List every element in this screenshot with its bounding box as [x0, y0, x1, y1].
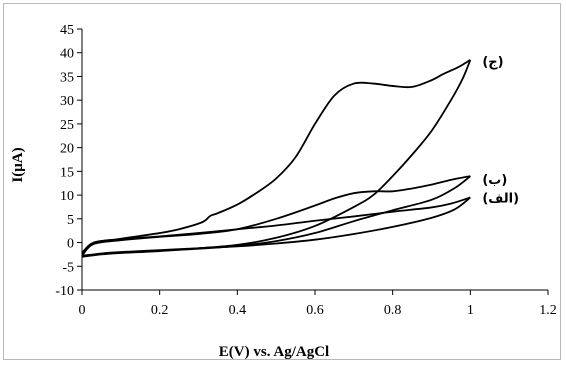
y-tick-label: 35 [60, 70, 74, 85]
x-tick-label: 1.2 [539, 303, 557, 318]
y-tick-label: 25 [60, 118, 74, 133]
y-tick-label: -5 [62, 260, 74, 275]
x-tick-label: 0.2 [151, 303, 169, 318]
y-tick-label: 15 [60, 165, 74, 180]
x-axis-title: E(V) vs. Ag/AgCl [219, 344, 329, 360]
series-2-label: (ب) [482, 173, 507, 188]
y-tick-label: 0 [67, 237, 74, 252]
y-tick-label: 5 [67, 213, 74, 228]
y-tick-label: 20 [60, 142, 74, 157]
x-tick-label: 1 [467, 303, 474, 318]
series-1-label: (الف) [482, 191, 519, 206]
y-tick-label: -10 [55, 284, 74, 299]
series-3-label: (ج) [482, 55, 503, 70]
x-tick-label: 0.4 [229, 303, 247, 318]
series-3-forward-scan [81, 59, 472, 258]
x-tick-label: 0.8 [384, 303, 402, 318]
curve-labels-group: (الف) (ب) (ج) [482, 55, 519, 207]
y-tick-label: 40 [60, 47, 74, 62]
chart-frame [3, 3, 561, 360]
tick-labels-group: -10 -5 0 5 10 15 20 25 30 35 40 45 0 0.2 0.4 0.6 0.8 1 1.2 [55, 23, 556, 318]
y-tick-label: 45 [60, 23, 74, 38]
series-2-reverse-scan [81, 175, 471, 256]
axes-group [77, 28, 549, 295]
series-3-reverse-scan [81, 59, 471, 257]
curves-group [81, 59, 472, 258]
x-tick-label: 0 [79, 303, 86, 318]
y-axis-title: I(μA) [10, 147, 26, 182]
x-tick-label: 0.6 [306, 303, 324, 318]
y-tick-label: 30 [60, 94, 74, 109]
y-tick-label: 10 [60, 189, 74, 204]
